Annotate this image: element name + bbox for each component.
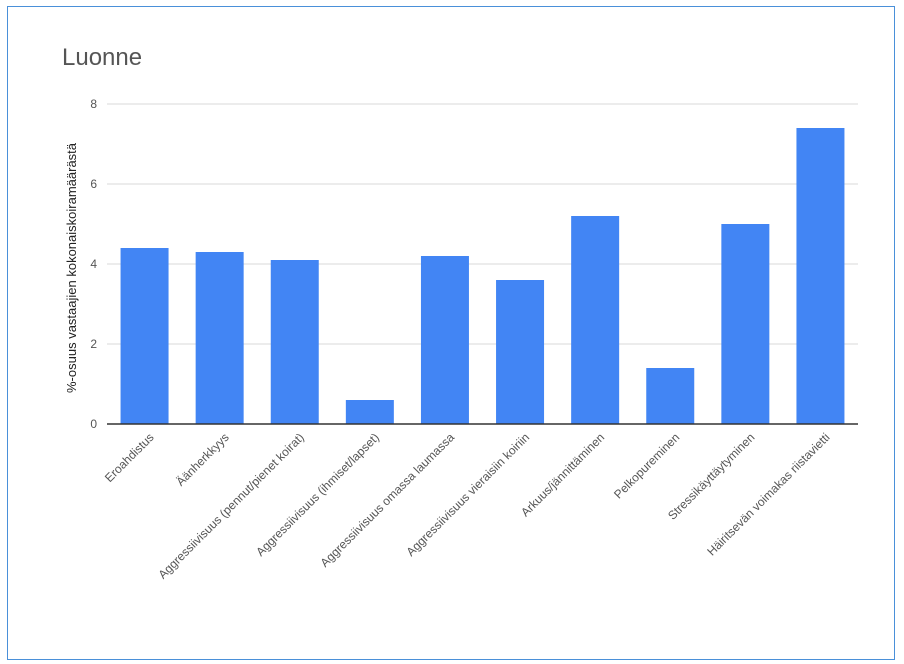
y-tick-label: 8 bbox=[90, 97, 97, 111]
x-tick-label: Aggressiivisuus vieraisiin koiriin bbox=[403, 430, 532, 559]
x-tick-label: Aggressiivisuus (ihmiset/lapset) bbox=[253, 430, 382, 559]
y-tick-label: 6 bbox=[90, 177, 97, 191]
x-tick-label: Arkuus/jännittäminen bbox=[518, 430, 607, 519]
bar bbox=[270, 260, 319, 424]
bar bbox=[496, 280, 545, 424]
bars bbox=[120, 128, 845, 424]
bar bbox=[195, 252, 244, 424]
bar bbox=[721, 224, 770, 424]
chart-title: Luonne bbox=[62, 44, 143, 71]
x-tick-label: Pelkopureminen bbox=[611, 430, 682, 501]
x-tick-label: Aggressiivisuus omassa laumassa bbox=[317, 430, 457, 570]
bar bbox=[420, 256, 469, 424]
y-axis-label: %-osuus vastaajien kokonaiskoiramäärästä bbox=[64, 142, 79, 393]
bar bbox=[646, 368, 695, 424]
x-tick-label: Häiritsevän voimakas riistavietti bbox=[704, 430, 832, 558]
x-tick-label: Aggressiivisuus (pennut/pienet koirat) bbox=[155, 430, 306, 581]
x-tick-label: Äänherkkyys bbox=[173, 430, 231, 488]
bar bbox=[571, 216, 620, 424]
y-tick-label: 4 bbox=[90, 257, 97, 271]
x-tick-label: Eroahdistus bbox=[102, 430, 157, 485]
y-tick-label: 2 bbox=[90, 337, 97, 351]
y-tick-label: 0 bbox=[90, 417, 97, 431]
bar bbox=[796, 128, 845, 424]
bar bbox=[345, 400, 394, 424]
bar bbox=[120, 248, 169, 424]
y-tick-labels: 0 2 4 6 8 bbox=[90, 97, 97, 431]
